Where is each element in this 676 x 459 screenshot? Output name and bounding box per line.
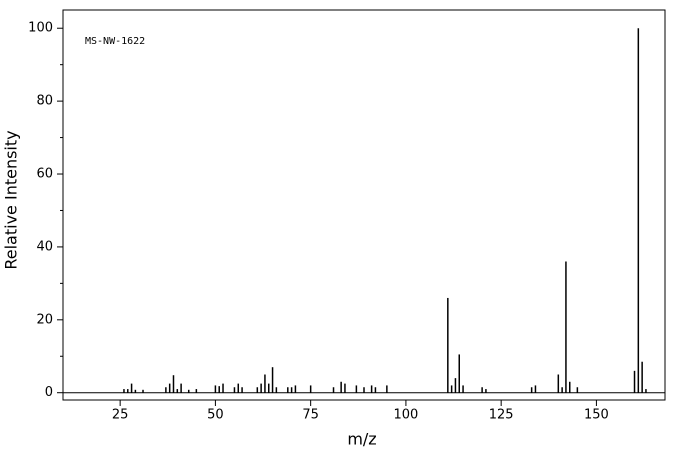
x-tick-label: 125 (489, 408, 514, 423)
y-tick-label: 0 (45, 385, 53, 400)
y-axis-label: Relative Intensity (2, 130, 21, 269)
x-axis-label: m/z (347, 430, 376, 449)
y-tick-label: 80 (36, 94, 53, 109)
y-tick-label: 100 (28, 21, 53, 36)
x-tick-label: 150 (584, 408, 609, 423)
y-tick-label: 20 (36, 312, 53, 327)
x-tick-label: 100 (393, 408, 418, 423)
y-tick-label: 40 (36, 239, 53, 254)
plot-frame (62, 9, 666, 401)
x-tick-label: 75 (302, 408, 319, 423)
y-tick-label: 60 (36, 167, 53, 182)
annotation: MS-NW-1622 (85, 36, 145, 47)
x-tick-label: 25 (112, 408, 129, 423)
x-tick-label: 50 (207, 408, 224, 423)
